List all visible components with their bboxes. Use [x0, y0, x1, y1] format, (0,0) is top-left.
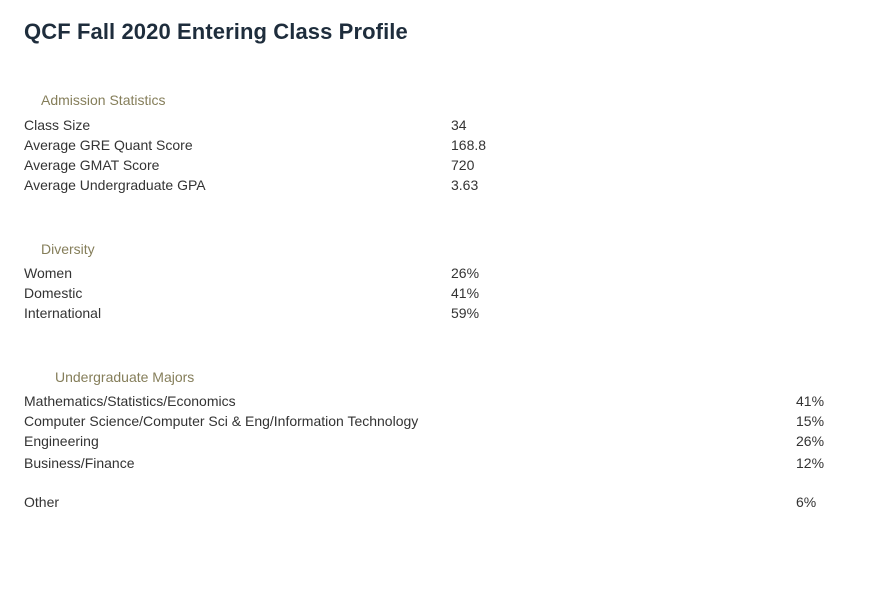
stat-value: 168.8	[451, 137, 487, 153]
stat-label: Average GMAT Score	[24, 157, 160, 173]
major-label: Engineering	[24, 433, 99, 449]
diversity-heading: Diversity	[41, 241, 95, 257]
major-value: 15%	[796, 413, 825, 429]
stat-label: Average GRE Quant Score	[24, 137, 193, 153]
page-title: QCF Fall 2020 Entering Class Profile	[24, 19, 408, 44]
diversity-label: Domestic	[24, 285, 83, 301]
stat-value: 34	[451, 117, 467, 133]
major-label: Mathematics/Statistics/Economics	[24, 393, 236, 409]
major-value: 26%	[796, 433, 825, 449]
stat-value: 3.63	[451, 177, 479, 193]
stat-label: Average Undergraduate GPA	[24, 177, 206, 193]
diversity-label: Women	[24, 265, 72, 281]
major-label: Computer Science/Computer Sci & Eng/Info…	[24, 413, 419, 429]
undergraduate-majors-heading: Undergraduate Majors	[55, 369, 195, 385]
major-value: 41%	[796, 393, 825, 409]
major-value: 6%	[796, 494, 817, 510]
diversity-label: International	[24, 305, 102, 321]
major-label: Business/Finance	[24, 455, 135, 471]
major-label: Other	[24, 494, 60, 510]
stat-value: 720	[451, 157, 475, 173]
major-value: 12%	[796, 455, 825, 471]
diversity-value: 41%	[451, 285, 480, 301]
diversity-value: 26%	[451, 265, 480, 281]
admission-statistics-heading: Admission Statistics	[41, 92, 166, 108]
stat-label: Class Size	[24, 117, 91, 133]
diversity-value: 59%	[451, 305, 480, 321]
